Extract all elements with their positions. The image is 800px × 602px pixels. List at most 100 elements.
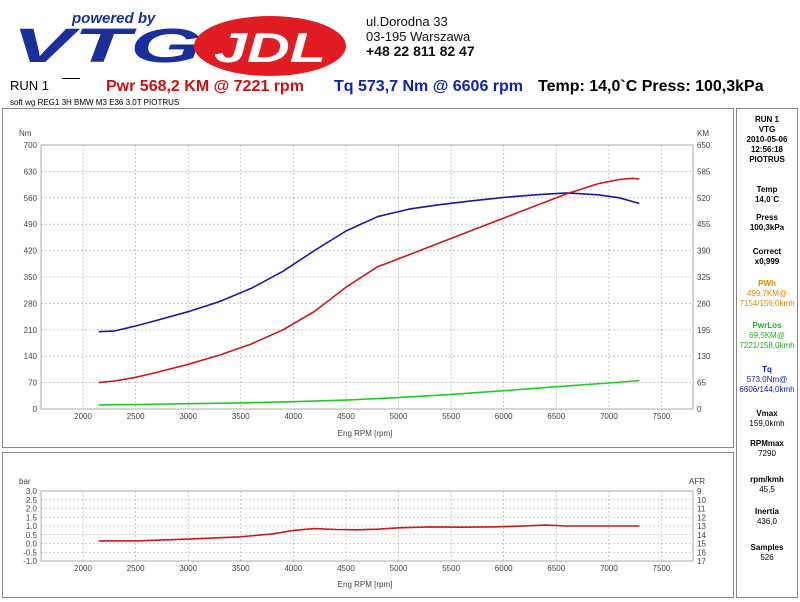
sidebar-line: VTG xyxy=(758,125,776,134)
run-subtitle: soft wg REG1 3H BMW M3 E36 3.0T PIOTRUS xyxy=(10,98,180,107)
power-torque-panel: 2000 2500 3000 3500 4000 4500 5000 5500 6000 6500… xyxy=(2,108,734,448)
x-axis-label: Eng RPM [rpm] xyxy=(338,429,393,438)
address-city: 03-195 Warszawa xyxy=(366,29,471,44)
sidebar-block: Inertia 436,0 xyxy=(737,507,797,527)
y-tick-label-right: 260 xyxy=(697,299,711,308)
sidebar-line: 7290 xyxy=(758,449,776,458)
run-summary: RUN 1 Pwr 568,2 KM @ 7221 rpm Tq 573,7 N… xyxy=(10,78,790,100)
sidebar-line: 12:56:18 xyxy=(750,145,784,154)
x-tick-label: 7500 xyxy=(653,412,671,421)
sidebar-block: Press 100,3kPa xyxy=(737,213,797,233)
y-tick-label-left: -1.0 xyxy=(23,557,37,566)
x-tick-label: 2000 xyxy=(74,412,92,421)
sidebar-line: Temp xyxy=(756,185,778,194)
y-axis-label-right: KM xyxy=(697,129,709,138)
x-tick-label: 5500 xyxy=(442,564,460,573)
x-tick-label: 5000 xyxy=(390,412,408,421)
x-tick-label: 4500 xyxy=(337,564,355,573)
x-tick-label: 2500 xyxy=(127,412,145,421)
powered-by-text: powered by xyxy=(71,10,156,27)
y-tick-label-right: 16 xyxy=(697,548,706,557)
y-tick-label-left: 1.0 xyxy=(26,522,38,531)
y-tick-label-left: 3.0 xyxy=(26,487,38,496)
y-tick-label-right: 325 xyxy=(697,273,711,282)
x-tick-label: 4000 xyxy=(284,412,302,421)
y-tick-label-right: 520 xyxy=(697,194,711,203)
y-tick-label-left: 490 xyxy=(24,220,38,229)
y-tick-label-right: 650 xyxy=(697,141,711,150)
sidebar-line: 159,0kmh xyxy=(749,419,785,428)
sidebar-line: Vmax xyxy=(756,409,778,418)
run-label: RUN 1 xyxy=(10,78,50,93)
x-tick-label: 7500 xyxy=(653,564,671,573)
x-axis-label: Eng RPM [rpm] xyxy=(338,580,393,589)
y-tick-label-left: 700 xyxy=(24,141,38,150)
x-tick-label: 5500 xyxy=(442,412,460,421)
y-tick-label-left: -0.5 xyxy=(23,548,37,557)
sidebar-block: RUN 1 VTG 2010-05-06 12:56:18 PIOTRUS xyxy=(737,115,797,165)
sidebar-block: Vmax 159,0kmh xyxy=(737,409,797,429)
sidebar-line: 69,5KM@ xyxy=(749,331,785,340)
x-tick-label: 3000 xyxy=(179,412,197,421)
y-tick-label-left: 280 xyxy=(24,299,38,308)
conditions-summary: Temp: 14,0`C Press: 100,3kPa xyxy=(538,78,764,95)
y-axis-label-left: bar xyxy=(19,477,31,486)
sidebar-block: rpm/kmh 45,5 xyxy=(737,475,797,495)
x-tick-label: 6000 xyxy=(495,412,513,421)
logo-vtg-text: VTG xyxy=(12,20,202,73)
sidebar-line: Tq xyxy=(762,365,772,374)
series-line-1 xyxy=(98,177,640,384)
x-tick-label: 2000 xyxy=(74,564,92,573)
sidebar-block: Samples 526 xyxy=(737,543,797,563)
x-tick-label: 5000 xyxy=(390,564,408,573)
sidebar-line: Press xyxy=(756,213,778,222)
x-tick-label: 2500 xyxy=(127,564,145,573)
y-tick-label-right: 455 xyxy=(697,220,711,229)
y-tick-label-left: 2.5 xyxy=(26,496,38,505)
sidebar-block: Temp 14,0`C xyxy=(737,185,797,205)
x-tick-label: 7000 xyxy=(600,564,618,573)
sidebar-line: Inertia xyxy=(754,507,779,516)
address-phone: +48 22 811 82 47 xyxy=(366,43,475,59)
y-axis-label-left: Nm xyxy=(19,129,32,138)
y-tick-label-left: 210 xyxy=(24,326,38,335)
x-tick-label: 6500 xyxy=(547,564,565,573)
y-tick-label-right: 65 xyxy=(697,379,706,388)
y-tick-label-left: 0 xyxy=(33,405,38,414)
sidebar-line: 2010-05-06 xyxy=(746,135,788,144)
y-axis-label-right: AFR xyxy=(689,477,705,486)
sidebar-line: RUN 1 xyxy=(754,115,779,124)
y-tick-label-right: 17 xyxy=(697,557,706,566)
series-line-0 xyxy=(98,192,640,333)
sidebar-line: RPMmax xyxy=(750,439,784,448)
y-tick-label-left: 70 xyxy=(28,379,37,388)
sidebar-line: rpm/kmh xyxy=(750,475,784,484)
logo-jdl-text: JDL xyxy=(214,24,326,71)
sidebar-line: 14,0`C xyxy=(754,195,779,204)
address-street: ul.Dorodna 33 xyxy=(366,14,448,29)
x-tick-label: 3000 xyxy=(179,564,197,573)
sidebar-line: 7154/156,0kmh xyxy=(739,299,795,308)
series-line-2 xyxy=(98,379,640,406)
sidebar-line: PIOTRUS xyxy=(749,155,785,164)
sidebar-line: x0,999 xyxy=(754,257,780,266)
y-tick-label-right: 10 xyxy=(697,496,706,505)
y-tick-label-right: 12 xyxy=(697,513,706,522)
y-tick-label-left: 0.5 xyxy=(26,531,38,540)
sidebar-line: 573,0Nm@ xyxy=(746,375,788,384)
boost-afr-chart: 2000 2500 3000 3500 4000 4500 5000 5500 6000 6500… xyxy=(19,477,706,589)
sidebar-line: 45,5 xyxy=(759,485,775,494)
x-tick-label: 6500 xyxy=(547,412,565,421)
x-tick-label: 4500 xyxy=(337,412,355,421)
y-tick-label-right: 0 xyxy=(697,405,702,414)
y-tick-label-right: 15 xyxy=(697,540,706,549)
y-tick-label-left: 140 xyxy=(24,352,38,361)
company-address: ul.Dorodna 33 03-195 Warszawa +48 22 811… xyxy=(366,14,475,59)
x-tick-label: 7000 xyxy=(600,412,618,421)
sidebar-block: PWh 499,7KM@ 7154/156,0kmh xyxy=(737,279,797,309)
y-tick-label-left: 1.5 xyxy=(26,513,38,522)
y-tick-label-right: 11 xyxy=(697,505,706,514)
y-tick-label-right: 13 xyxy=(697,522,706,531)
y-tick-label-right: 9 xyxy=(697,487,702,496)
torque-summary: Tq 573,7 Nm @ 6606 rpm xyxy=(334,78,524,95)
